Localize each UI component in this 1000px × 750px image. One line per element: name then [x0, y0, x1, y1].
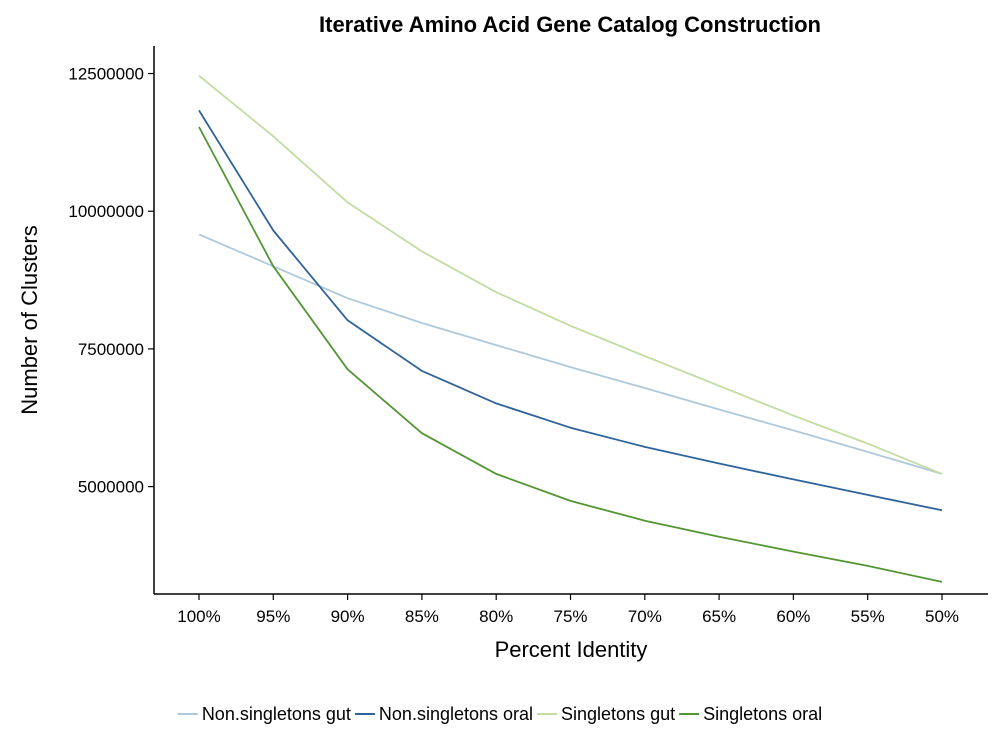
x-tick-label: 100%	[177, 607, 220, 626]
series-lines	[198, 75, 943, 583]
x-tick-label: 55%	[851, 607, 885, 626]
y-axis-ticks: 5000000 7500000 10000000 12500000	[68, 65, 154, 497]
x-tick-label: 70%	[628, 607, 662, 626]
x-tick-label: 80%	[479, 607, 513, 626]
x-axis-ticks: 100% 95% 90% 85% 80% 75% 70% 65% 60% 55% 50%	[177, 594, 959, 626]
x-tick-label: 60%	[776, 607, 810, 626]
legend-label-non-singletons-oral: Non.singletons oral	[379, 704, 533, 724]
x-axis-label: Percent Identity	[495, 637, 648, 662]
y-tick-label: 5000000	[78, 478, 144, 497]
y-axis-label: Number of Clusters	[17, 225, 42, 415]
legend-label-singletons-gut: Singletons gut	[561, 704, 675, 724]
y-tick-label: 7500000	[78, 340, 144, 359]
legend: Non.singletons gut Non.singletons oral Sin…	[177, 704, 822, 724]
series-line-non-singletons-gut	[198, 233, 943, 475]
x-tick-label: 50%	[925, 607, 959, 626]
y-tick-label: 10000000	[68, 202, 144, 221]
series-line-singletons-oral	[198, 126, 943, 583]
x-tick-label: 90%	[331, 607, 365, 626]
x-tick-label: 65%	[702, 607, 736, 626]
x-tick-label: 95%	[256, 607, 290, 626]
legend-label-singletons-oral: Singletons oral	[703, 704, 822, 724]
legend-label-non-singletons-gut: Non.singletons gut	[202, 704, 351, 724]
series-line-singletons-gut	[198, 75, 943, 475]
x-tick-label: 85%	[405, 607, 439, 626]
chart-title: Iterative Amino Acid Gene Catalog Constr…	[319, 12, 821, 37]
series-line-non-singletons-oral	[198, 109, 943, 512]
x-tick-label: 75%	[553, 607, 587, 626]
y-tick-label: 12500000	[68, 65, 144, 84]
